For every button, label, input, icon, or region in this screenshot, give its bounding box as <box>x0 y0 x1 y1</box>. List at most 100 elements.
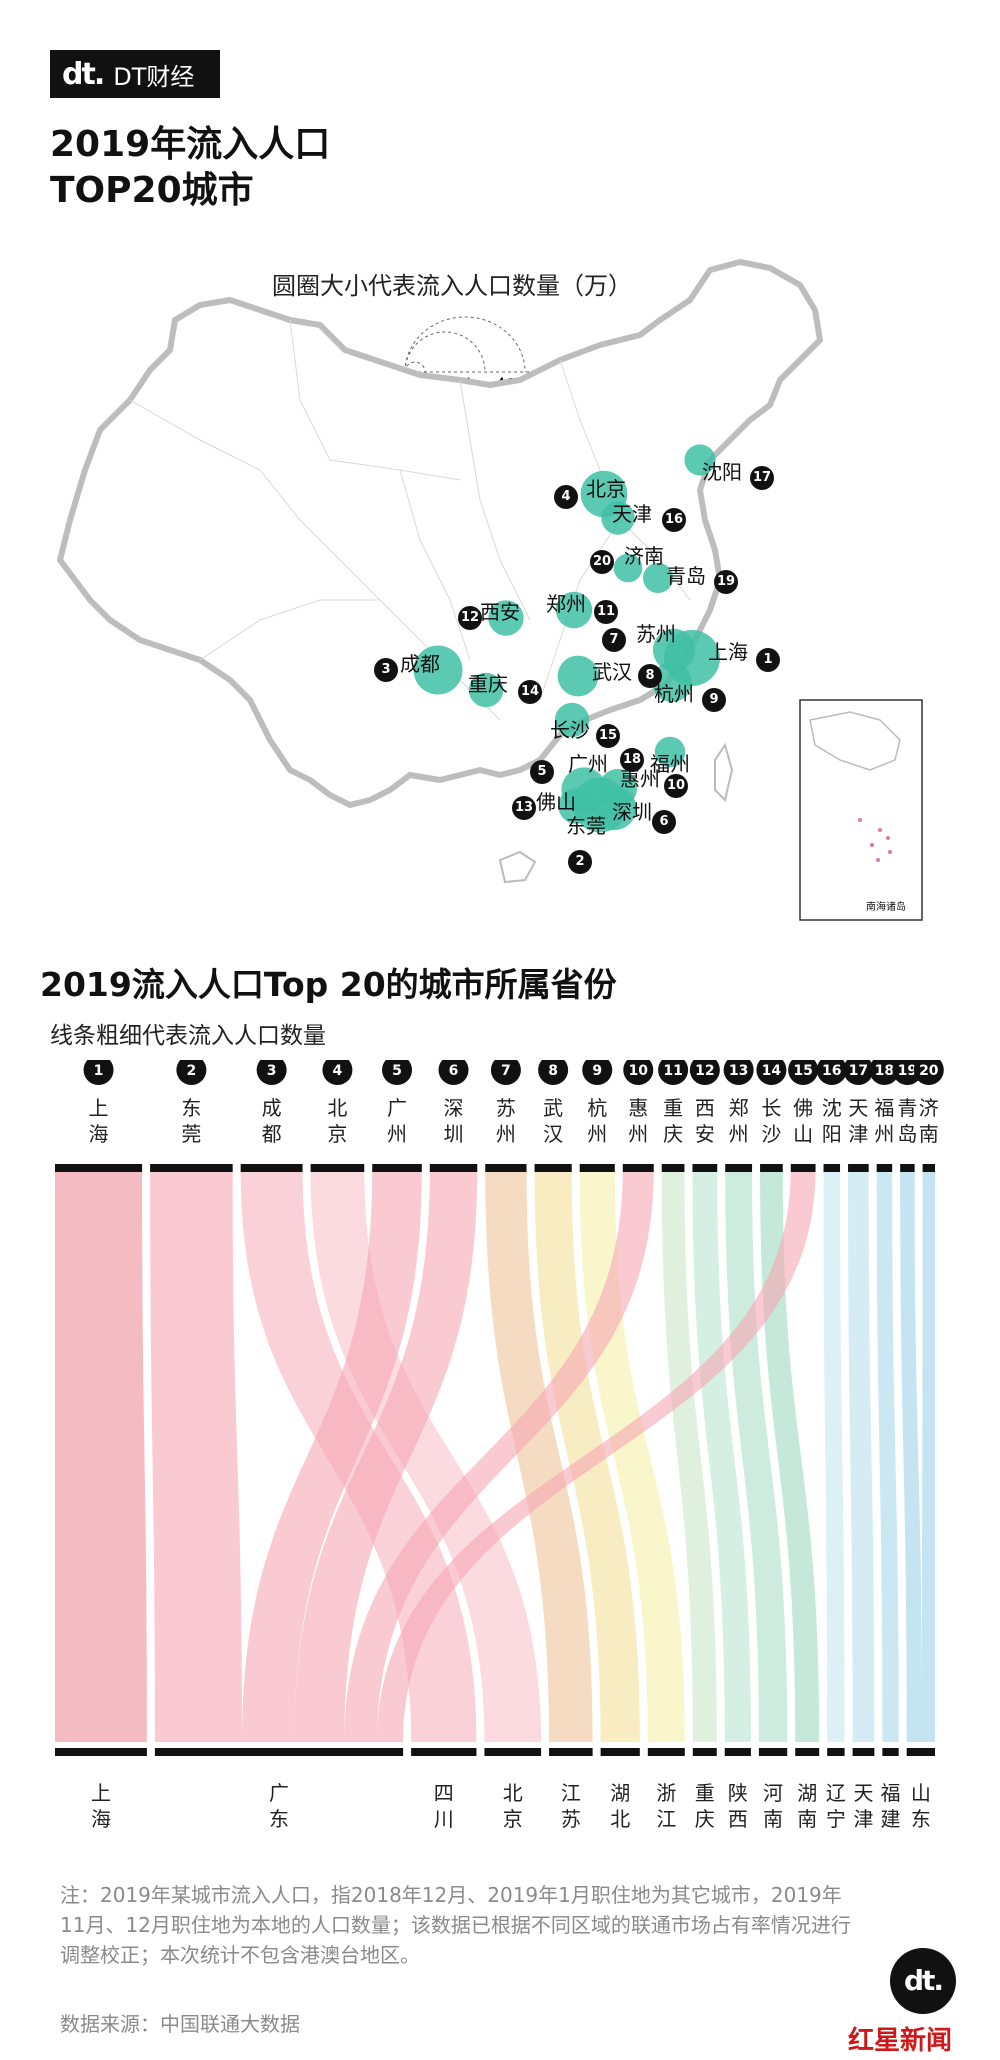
rank-badge <box>623 1060 654 1085</box>
bottom-node-bar <box>55 1748 147 1756</box>
bottom-node-label: 浙 <box>656 1781 676 1805</box>
rank-badge <box>83 1060 114 1085</box>
top-node-bar <box>725 1164 753 1172</box>
top-node-label: 都 <box>262 1122 282 1146</box>
city-bubble <box>598 768 638 808</box>
bottom-node-label: 重 <box>695 1781 715 1805</box>
rank-badge <box>658 1060 689 1085</box>
city-name-label: 深圳 <box>612 800 652 824</box>
top-node-bar <box>823 1164 841 1172</box>
brand-logo: dt. DT财经 <box>50 50 220 98</box>
city-rank-badge: 5 <box>530 760 554 784</box>
bottom-node-bar <box>724 1748 751 1756</box>
bottom-node-label: 上 <box>91 1781 111 1805</box>
rank-number: 8 <box>548 1063 558 1079</box>
city-bubble <box>554 702 590 738</box>
top-node-label: 福 <box>874 1096 894 1120</box>
rank-badge <box>816 1060 847 1085</box>
size-legend-arcs <box>400 316 535 373</box>
top-node-label: 青 <box>897 1096 917 1120</box>
bottom-node-label: 福 <box>881 1781 901 1805</box>
rank-number: 14 <box>762 1063 782 1079</box>
top-node-label: 深 <box>444 1096 464 1120</box>
sankey-link <box>150 1170 242 1742</box>
bottom-node-label: 宁 <box>826 1807 846 1831</box>
rank-number: 9 <box>592 1063 602 1079</box>
rank-badge <box>176 1060 207 1085</box>
city-bubble <box>488 600 524 636</box>
top-node-label: 武 <box>543 1096 563 1120</box>
top-node-bar <box>848 1164 869 1172</box>
city-bubble <box>654 736 686 768</box>
top-node-label: 天 <box>848 1096 868 1120</box>
rank-badge <box>322 1060 353 1085</box>
top-node-label: 州 <box>387 1122 407 1146</box>
sankey-link <box>485 1170 593 1742</box>
sankey-link <box>692 1170 751 1742</box>
city-rank-badge: 14 <box>518 680 542 704</box>
top-node-bar <box>372 1164 422 1172</box>
sankey-link <box>921 1170 935 1742</box>
rank-number: 2 <box>187 1063 197 1079</box>
bottom-node-bar <box>795 1748 820 1756</box>
rank-badge <box>582 1060 613 1085</box>
top-node-label: 津 <box>848 1122 868 1146</box>
taiwan-island <box>714 742 734 802</box>
inset-label: 南海诸岛 <box>866 902 906 913</box>
bottom-node-bar <box>758 1748 788 1756</box>
rank-badge <box>756 1060 787 1085</box>
city-bubble <box>652 628 696 672</box>
rank-number: 3 <box>267 1063 277 1079</box>
china-outline <box>57 259 823 808</box>
city-rank-badge: 9 <box>702 688 726 712</box>
top-node-bar <box>876 1164 893 1172</box>
bottom-node-label: 广 <box>269 1781 289 1805</box>
top-node-label: 京 <box>327 1122 347 1146</box>
rank-badge <box>382 1060 413 1085</box>
sankey-link <box>848 1170 875 1742</box>
bottom-node-label: 东 <box>269 1807 289 1831</box>
bottom-node-bar <box>692 1748 717 1756</box>
city-rank-badge: 10 <box>664 774 688 798</box>
city-name-label: 福州 <box>650 752 690 776</box>
city-name-label: 重庆 <box>468 672 508 696</box>
top-node-label: 州 <box>874 1122 894 1146</box>
rank-badge <box>256 1060 287 1085</box>
data-source: 数据来源：中国联通大数据 <box>60 2012 300 2036</box>
top-node-bar <box>150 1164 233 1172</box>
top-node-label: 成 <box>262 1096 282 1120</box>
top-node-bar <box>55 1164 143 1172</box>
bottom-node-label: 东 <box>911 1807 931 1831</box>
city-rank-badge: 8 <box>638 664 662 688</box>
china-map <box>57 259 923 921</box>
top-node-label: 海 <box>89 1122 109 1146</box>
city-rank-badge: 2 <box>568 850 592 874</box>
top-node-label: 上 <box>89 1096 109 1120</box>
top-node-label: 州 <box>628 1122 648 1146</box>
top-node-label: 郑 <box>729 1096 749 1120</box>
rank-badge <box>490 1060 521 1085</box>
top-node-label: 莞 <box>181 1122 201 1146</box>
rank-badge <box>913 1060 944 1085</box>
bottom-node-label: 苏 <box>561 1807 581 1831</box>
city-rank-badge: 20 <box>590 550 614 574</box>
bottom-node-label: 湖 <box>610 1781 630 1805</box>
top-node-bar <box>622 1164 654 1172</box>
sankey-link <box>823 1170 845 1742</box>
brand-mark: dt. <box>62 56 105 92</box>
city-rank-badge: 11 <box>594 600 618 624</box>
top-node-bar <box>900 1164 915 1172</box>
bottom-node-label: 建 <box>881 1807 901 1831</box>
top-node-label: 重 <box>663 1096 683 1120</box>
title-line-1: 2019年流入人口 <box>50 124 331 165</box>
top-node-bar <box>485 1164 527 1172</box>
rank-badge <box>869 1060 900 1085</box>
city-name-label: 长沙 <box>550 718 590 742</box>
top-node-label: 沙 <box>761 1122 781 1146</box>
bottom-node-label: 京 <box>503 1807 523 1831</box>
footer-logo: dt. <box>890 1948 956 2014</box>
top-node-bar <box>429 1164 478 1172</box>
sankey-link <box>760 1170 820 1742</box>
brand-name: DT财经 <box>113 62 195 91</box>
rank-badge <box>788 1060 819 1085</box>
